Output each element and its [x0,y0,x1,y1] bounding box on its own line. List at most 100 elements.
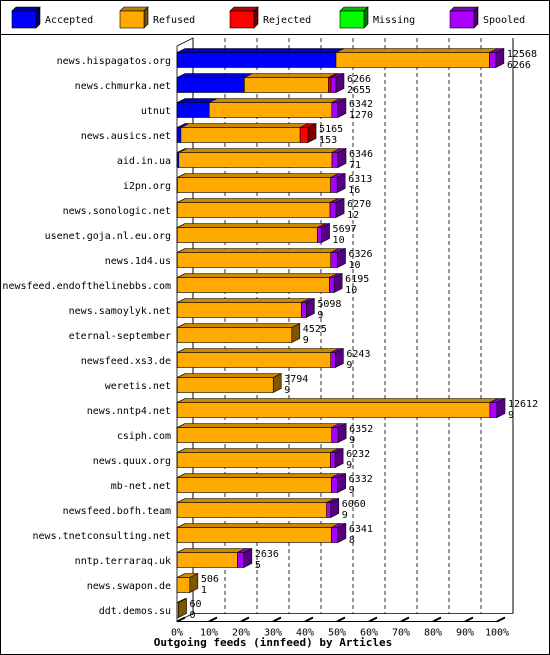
category-label-aid-in-ua: aid.in.ua [117,156,171,167]
bar-side-weretis-net [272,373,282,393]
bar-top-news-ausics-net-refused [180,123,309,128]
accepted-label-news-nntp4-net: 9 [508,410,514,421]
bar-side-ddt-demos-su [178,598,187,618]
bar-newsfeed-bofh-team-spooled [326,502,332,518]
accepted-label-news-hispagatos-org: 6266 [507,60,531,71]
bar-side-csiph-com [337,423,347,443]
total-label-news-ausics-net: 5165 [319,124,343,135]
category-label-newsfeed-bofh-team: newsfeed.bofh.team [63,506,171,517]
bar-weretis-net-refused [176,377,274,393]
bar-csiph-com-spooled [331,427,339,443]
total-label-newsfeed-bofh-team: 6060 [342,499,366,510]
bar-side-i2pn-org [336,173,346,193]
total-label-aid-in-ua: 6346 [349,149,373,160]
category-label-news-hispagatos-org: news.hispagatos.org [57,56,171,67]
chart-legend: Accepted Refused Rejected Missing Spooled [11,6,525,29]
accepted-label-mb-net-net: 9 [349,485,355,496]
bar-news-tnetconsulting-net-refused [176,527,332,543]
total-label-newsfeed-xs3-de: 6243 [346,349,370,360]
total-label-ddt-demos-su: 60 [190,599,202,610]
bar-side-news-tnetconsulting-net [337,523,347,543]
legend-swatch-top-spooled [449,6,479,12]
x-tick-0 [176,616,186,623]
bar-top-newsfeed-bofh-team-refused [177,498,335,503]
bar-top-newsfeed-xs3-de-refused [177,348,339,353]
total-label-news-swapon-de: 506 [201,574,219,585]
x-tick-label-0: 0% [171,628,183,639]
category-label-newsfeed-endofthelinebbs-com: newsfeed.endofthelinebbs.com [2,281,171,292]
category-label-news-swapon-de: news.swapon.de [87,581,171,592]
total-label-mb-net-net: 6332 [349,474,373,485]
bar-i2pn-org-refused [177,177,331,193]
bar-news-chmurka-net-refused [244,77,329,93]
total-label-csiph-com: 6352 [349,424,373,435]
bar-i2pn-org-spooled [330,177,338,193]
x-tick-label-10: 10% [200,628,218,639]
bar-news-sonologic-net-refused [177,202,331,218]
bar-top-news-hispagatos-org-accepted [176,48,345,53]
bar-news-1d4-us-spooled [330,252,338,268]
x-tick-90 [464,616,474,623]
x-tick-70 [400,616,410,623]
bar-top-newsfeed-endofthelinebbs-com-refused [177,273,338,278]
accepted-label-eternal-september: 9 [303,335,309,346]
bar-side-newsfeed-bofh-team [330,498,340,518]
plot-area: 1256862666266265563421270516515363467163… [176,37,538,623]
bar-news-samoylyk-net-spooled [301,302,307,318]
x-axis-title: Outgoing feeds (innfeed) by Articles [154,636,392,649]
bar-news-quux-org-spooled [330,452,336,468]
x-tick-60 [368,616,378,623]
bar-mb-net-net-refused [176,477,332,493]
x-tick-label-30: 30% [264,628,282,639]
bar-side-news-quux-org [334,448,344,468]
bar-side-news-samoylyk-net [306,298,315,318]
x-tick-label-70: 70% [392,628,410,639]
x-tick-40 [304,616,314,623]
bar-top-eternal-september-refused [177,323,300,328]
bar-news-chmurka-net-accepted [176,77,245,93]
bar-usenet-goja-nl-eu-org-spooled [317,227,322,243]
accepted-label-news-swapon-de: 1 [201,585,207,596]
bar-top-news-samoylyk-net-refused [177,298,310,303]
bar-top-news-nntp4-net-refused [177,398,498,403]
total-label-utnut: 6342 [349,99,373,110]
bar-top-usenet-goja-nl-eu-org-refused [177,223,326,228]
bar-newsfeed-endofthelinebbs-com-refused [176,277,330,293]
total-label-news-samoylyk-net: 5098 [317,299,341,310]
bar-news-ausics-net-accepted [176,127,182,143]
total-label-news-nntp4-net: 12612 [508,399,538,410]
total-label-nntp-terraraq-uk: 2636 [255,549,279,560]
category-label-i2pn-org: i2pn.org [123,181,171,192]
category-label-mb-net-net: mb-net.net [111,481,171,492]
bar-side-mb-net-net [337,473,346,493]
accepted-label-newsfeed-xs3-de: 9 [346,360,352,371]
bar-top-news-quux-org-refused [177,448,339,453]
accepted-label-news-ausics-net: 153 [319,135,337,146]
total-label-newsfeed-endofthelinebbs-com: 6195 [345,274,369,285]
bar-news-hispagatos-org-spooled [489,52,497,68]
bar-csiph-com-refused [176,427,333,443]
category-label-ddt-demos-su: ddt.demos.su [99,606,171,617]
accepted-label-ddt-demos-su: 0 [190,610,196,621]
bar-side-newsfeed-endofthelinebbs-com [333,273,343,293]
bar-news-hispagatos-org-accepted [176,52,337,68]
category-label-news-1d4-us: news.1d4.us [105,256,171,267]
category-label-eternal-september: eternal-september [69,331,171,342]
accepted-label-utnut: 1270 [349,110,373,121]
bar-news-nntp4-net-refused [176,402,491,418]
legend-label-accepted: Accepted [45,15,93,26]
accepted-label-csiph-com: 9 [349,435,355,446]
category-label-news-sonologic-net: news.sonologic.net [63,206,171,217]
category-label-news-chmurka-net: news.chmurka.net [75,81,171,92]
bar-side-news-sonologic-net [335,198,345,218]
category-label-utnut: utnut [141,106,171,117]
bar-usenet-goja-nl-eu-org-refused [176,227,318,243]
x-tick-100 [496,616,506,623]
bar-top-news-1d4-us-refused [177,248,339,253]
bar-newsfeed-bofh-team-refused [176,502,327,518]
category-label-usenet-goja-nl-eu-org: usenet.goja.nl.eu.org [45,231,171,242]
total-label-news-sonologic-net: 6270 [347,199,371,210]
bar-side-usenet-goja-nl-eu-org [321,223,330,243]
legend-swatch-top-rejected [229,6,259,12]
